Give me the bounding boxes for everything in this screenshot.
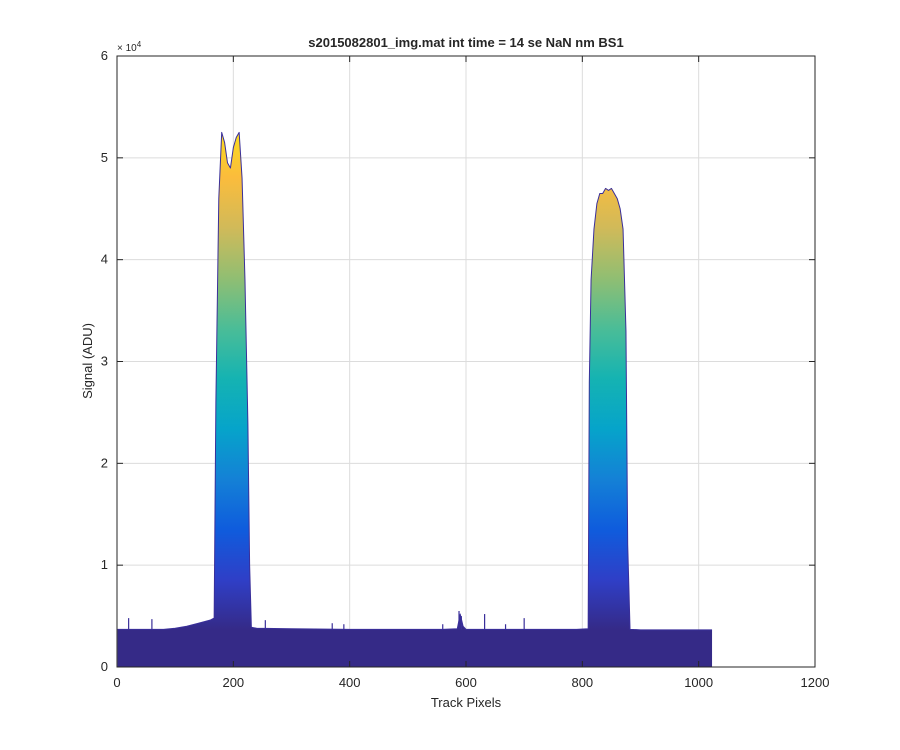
x-tick-label: 600 — [455, 675, 477, 690]
x-axis-label: Track Pixels — [431, 695, 502, 710]
y-exponent-power: 4 — [137, 40, 142, 49]
area-series — [117, 131, 713, 667]
y-axis-label: Signal (ADU) — [80, 323, 95, 399]
x-tick-label: 0 — [113, 675, 120, 690]
x-tick-label: 1200 — [801, 675, 830, 690]
y-tick-label: 4 — [101, 252, 108, 267]
x-tick-label: 1000 — [684, 675, 713, 690]
y-exponent-label: × 104 — [117, 40, 142, 54]
y-tick-label: 6 — [101, 48, 108, 63]
y-tick-label: 3 — [101, 354, 108, 369]
chart-title: s2015082801_img.mat int time = 14 se NaN… — [308, 35, 623, 50]
area-fill — [117, 132, 713, 667]
y-tick-label: 0 — [101, 659, 108, 674]
y-tick-label: 1 — [101, 557, 108, 572]
x-tick-label: 800 — [571, 675, 593, 690]
x-tick-label: 200 — [222, 675, 244, 690]
y-tick-label: 5 — [101, 150, 108, 165]
y-tick-label: 2 — [101, 455, 108, 470]
y-exponent-base: × 10 — [117, 43, 137, 54]
ticks: 0 200 400 600 800 1000 1200 0 1 2 3 4 5 6 — [101, 48, 830, 690]
x-tick-label: 400 — [339, 675, 361, 690]
